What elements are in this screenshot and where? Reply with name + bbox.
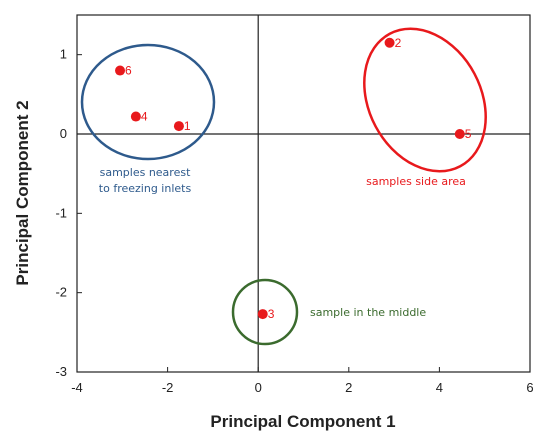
y-tick-label: -2 — [55, 285, 67, 300]
point-label: 4 — [141, 110, 148, 124]
x-tick-label: -4 — [71, 380, 83, 395]
point-label: 1 — [184, 119, 191, 133]
y-tick-label: 1 — [60, 47, 67, 62]
data-point — [115, 65, 126, 76]
data-point — [384, 37, 395, 48]
x-tick-label: 2 — [345, 380, 352, 395]
plot-frame — [76, 14, 531, 373]
data-point — [257, 309, 268, 320]
point-label: 3 — [268, 307, 275, 321]
point-label: 6 — [125, 64, 132, 78]
group-annotation: samples side area — [366, 175, 466, 188]
y-axis-title: Principal Component 2 — [13, 100, 32, 285]
x-axis-title: Principal Component 1 — [210, 412, 395, 431]
group-ellipse — [80, 43, 216, 161]
x-tick-label: 4 — [436, 380, 443, 395]
point-label: 2 — [395, 36, 402, 50]
point-label: 5 — [465, 127, 472, 141]
group-annotation: sample in the middle — [310, 306, 426, 319]
x-tick-label: -2 — [162, 380, 174, 395]
data-point — [454, 129, 465, 139]
y-tick-label: 0 — [60, 126, 67, 141]
group-annotation: samples nearest — [100, 166, 191, 179]
group-ellipse — [231, 278, 299, 346]
group-annotation: to freezing inlets — [99, 182, 192, 195]
x-tick-label: 0 — [255, 380, 262, 395]
y-tick-label: -3 — [55, 364, 67, 379]
group-ellipse — [363, 27, 487, 173]
data-point — [173, 121, 184, 132]
y-tick-label: -1 — [55, 205, 67, 220]
data-point — [130, 111, 141, 122]
x-tick-label: 6 — [526, 380, 533, 395]
